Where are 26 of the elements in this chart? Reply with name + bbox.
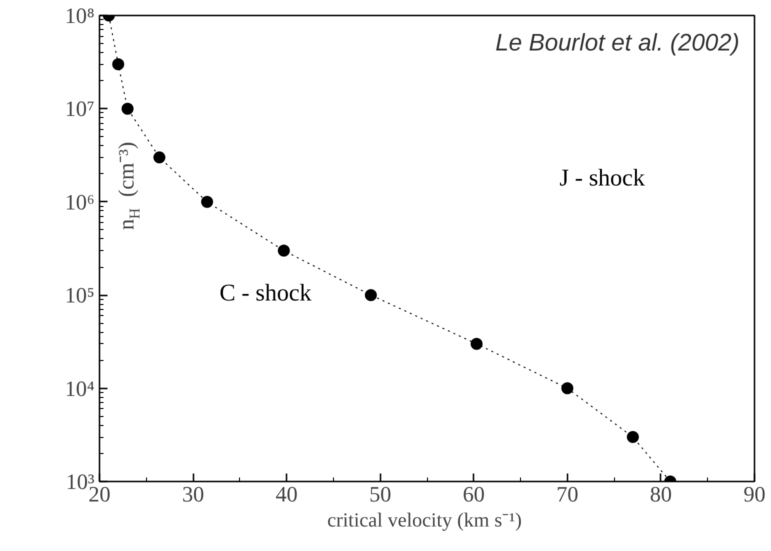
x-axis-title: critical velocity (km s⁻¹): [327, 510, 522, 532]
point: [561, 382, 574, 394]
point: [278, 244, 290, 257]
y-tick-label: 10⁸: [64, 3, 94, 28]
y-tick-label: 10⁷: [64, 96, 94, 122]
x-tick-label: 30: [182, 482, 204, 506]
point: [201, 196, 214, 208]
point: [112, 58, 124, 70]
x-tick-label: 70: [556, 482, 578, 506]
y-tick-label: 10⁶: [64, 189, 94, 214]
x-tick-label: 50: [369, 482, 392, 506]
x-tick-label: 90: [744, 482, 766, 506]
y-tick-label: 10⁴: [64, 376, 95, 401]
annotation: J - shock: [560, 166, 645, 192]
point: [626, 431, 639, 444]
x-tick-label: 40: [276, 482, 298, 506]
annotation: Le Bourlot et al. (2002): [495, 30, 740, 56]
point: [122, 102, 134, 115]
point: [153, 151, 166, 164]
point: [364, 289, 377, 302]
y-axis-title: nH (cm⁻³): [114, 142, 144, 230]
annotation: C - shock: [220, 280, 312, 306]
x-tick-label: 60: [462, 482, 485, 506]
y-tick-label: 10⁵: [64, 282, 94, 308]
point: [470, 338, 483, 350]
x-tick-label: 80: [650, 482, 672, 506]
